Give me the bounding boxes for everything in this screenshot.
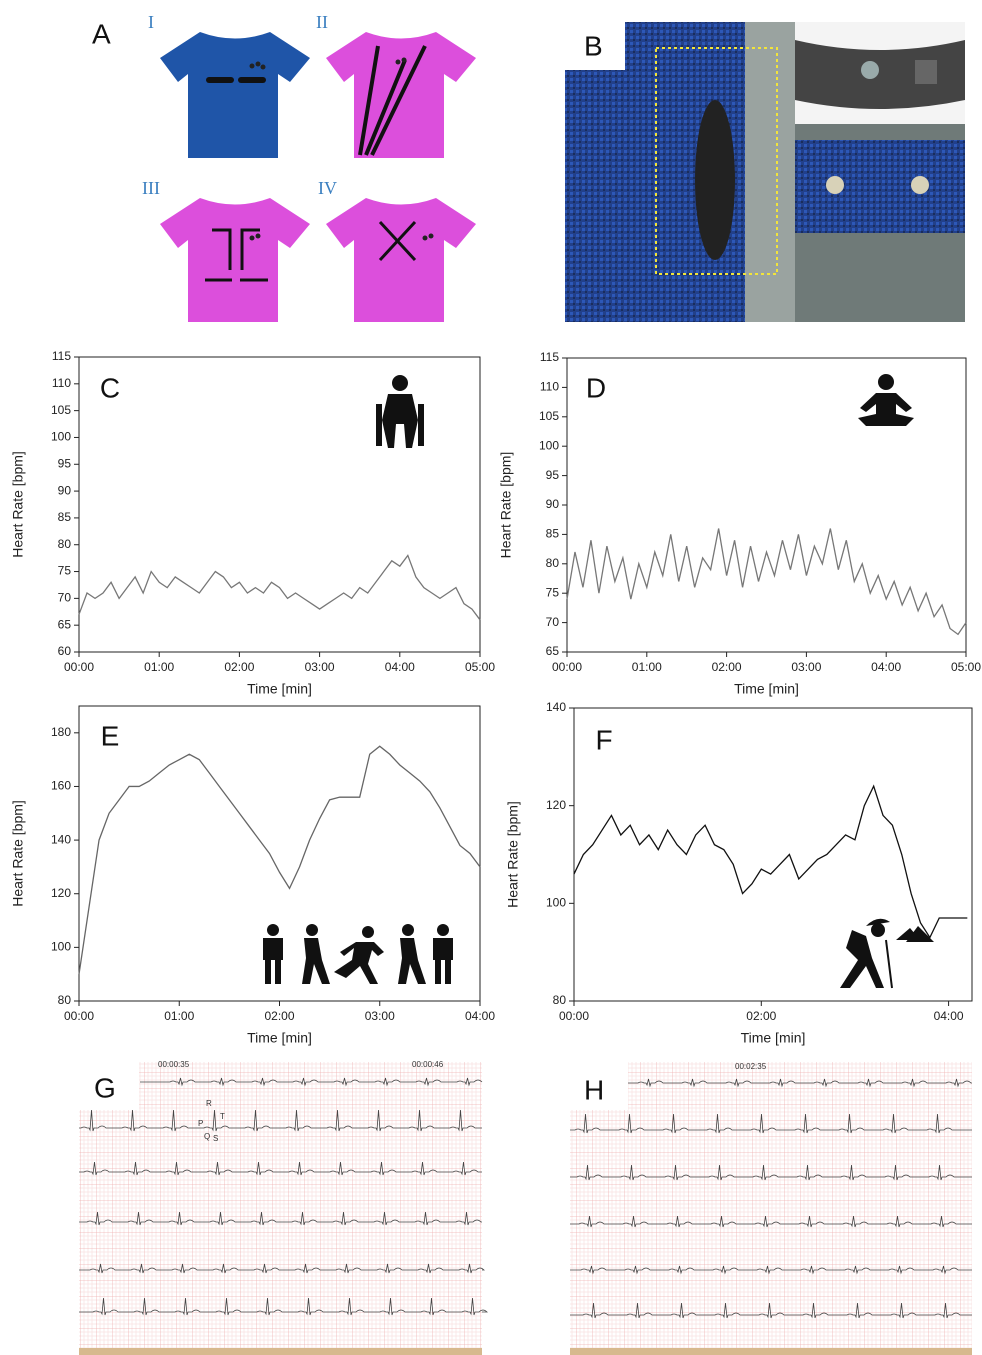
shirt [160,32,310,158]
y-axis-label: Heart Rate [bpm] [10,451,26,558]
x-tick-label: 00:00 [64,660,94,674]
plot-frame [567,358,966,652]
y-tick-label: 115 [52,349,71,363]
x-axis-label: Time [min] [247,681,312,697]
ecg-timestamp: 00:00:35 [158,1060,190,1069]
y-axis-label: Heart Rate [bpm] [10,800,26,907]
x-tick-label: 04:00 [385,660,415,674]
panel-label: H [584,1074,604,1105]
panel-label: E [101,720,120,751]
y-tick-label: 80 [546,556,560,570]
y-tick-label: 100 [546,896,566,910]
wave-label: R [206,1099,212,1108]
line-series [567,529,966,635]
panel-label: B [584,30,603,61]
y-tick-label: 65 [546,644,560,658]
y-tick-label: 70 [58,591,72,605]
y-tick-label: 95 [58,456,72,470]
y-tick-label: 85 [546,527,560,541]
plot-frame [79,357,480,652]
icon-sitting [376,375,424,448]
x-tick-label: 02:00 [224,660,254,674]
ecg-timestamp: 00:02:35 [735,1062,767,1071]
shirt [326,32,476,158]
y-tick-label: 115 [540,350,559,364]
y-tick-label: 75 [546,585,560,599]
panel-label: A [92,18,111,49]
x-tick-label: 05:00 [951,660,981,674]
x-axis-label: Time [min] [247,1030,312,1046]
x-tick-label: 03:00 [305,660,335,674]
x-tick-label: 00:00 [559,1009,589,1023]
x-tick-label: 01:00 [632,660,662,674]
ecg-timestamp: 00:00:46 [412,1060,444,1069]
x-tick-label: 03:00 [365,1009,395,1023]
y-tick-label: 90 [58,483,72,497]
shirt-label: III [142,178,160,198]
y-tick-label: 80 [58,993,72,1007]
wave-label: T [220,1112,225,1121]
y-tick-label: 80 [58,537,72,551]
ecg-strips [79,1062,972,1355]
y-tick-label: 110 [52,376,71,390]
x-axis-label: Time [min] [741,1030,806,1046]
x-tick-label: 04:00 [934,1009,964,1023]
panel-label: C [100,372,120,403]
y-tick-label: 120 [51,886,71,900]
ecg-grid [570,1062,972,1350]
y-tick-label: 140 [546,700,566,714]
y-tick-label: 100 [51,940,71,954]
y-tick-label: 70 [546,615,560,629]
x-axis-label: Time [min] [734,681,799,697]
x-tick-label: 01:00 [144,660,174,674]
x-tick-label: 02:00 [712,660,742,674]
x-tick-label: 04:00 [871,660,901,674]
y-tick-label: 60 [58,644,72,658]
x-tick-label: 02:00 [264,1009,294,1023]
figure: A I II III IV B [0,0,982,1355]
wave-label: S [213,1134,218,1143]
x-tick-label: 05:00 [465,660,495,674]
y-tick-label: 90 [546,497,560,511]
y-tick-label: 100 [51,430,71,444]
panel-label: F [595,724,612,755]
y-tick-label: 95 [546,468,560,482]
y-tick-label: 100 [539,438,559,452]
x-tick-label: 01:00 [164,1009,194,1023]
icon-walkers [263,924,453,984]
x-tick-label: 00:00 [552,660,582,674]
shirt-label: II [316,12,328,32]
x-tick-label: 04:00 [465,1009,495,1023]
shirt [160,198,310,322]
line-series [79,555,480,619]
shirt-label: IV [318,178,337,198]
ecg-grid [79,1062,482,1350]
photo [565,22,965,322]
x-tick-label: 03:00 [791,660,821,674]
y-tick-label: 75 [58,564,72,578]
x-tick-label: 02:00 [746,1009,776,1023]
y-tick-label: 65 [58,617,72,631]
line-series [574,786,967,937]
icon-hiker [840,919,934,988]
y-tick-label: 140 [51,832,71,846]
y-tick-label: 80 [553,993,567,1007]
y-tick-label: 110 [540,380,559,394]
plot-frame [574,708,972,1001]
x-tick-label: 00:00 [64,1009,94,1023]
shirt-label: I [148,12,154,32]
icon-meditation [858,374,914,426]
panel-label: G [94,1072,116,1103]
wave-label: P [198,1119,203,1128]
y-tick-label: 160 [51,779,71,793]
y-tick-label: 120 [546,798,566,812]
y-tick-label: 180 [51,725,71,739]
y-axis-label: Heart Rate [bpm] [505,801,521,908]
y-tick-label: 105 [51,403,71,417]
y-tick-label: 105 [539,409,559,423]
wave-label: Q [204,1132,210,1141]
y-tick-label: 85 [58,510,72,524]
y-axis-label: Heart Rate [bpm] [498,452,514,559]
panel-label: D [586,372,606,403]
